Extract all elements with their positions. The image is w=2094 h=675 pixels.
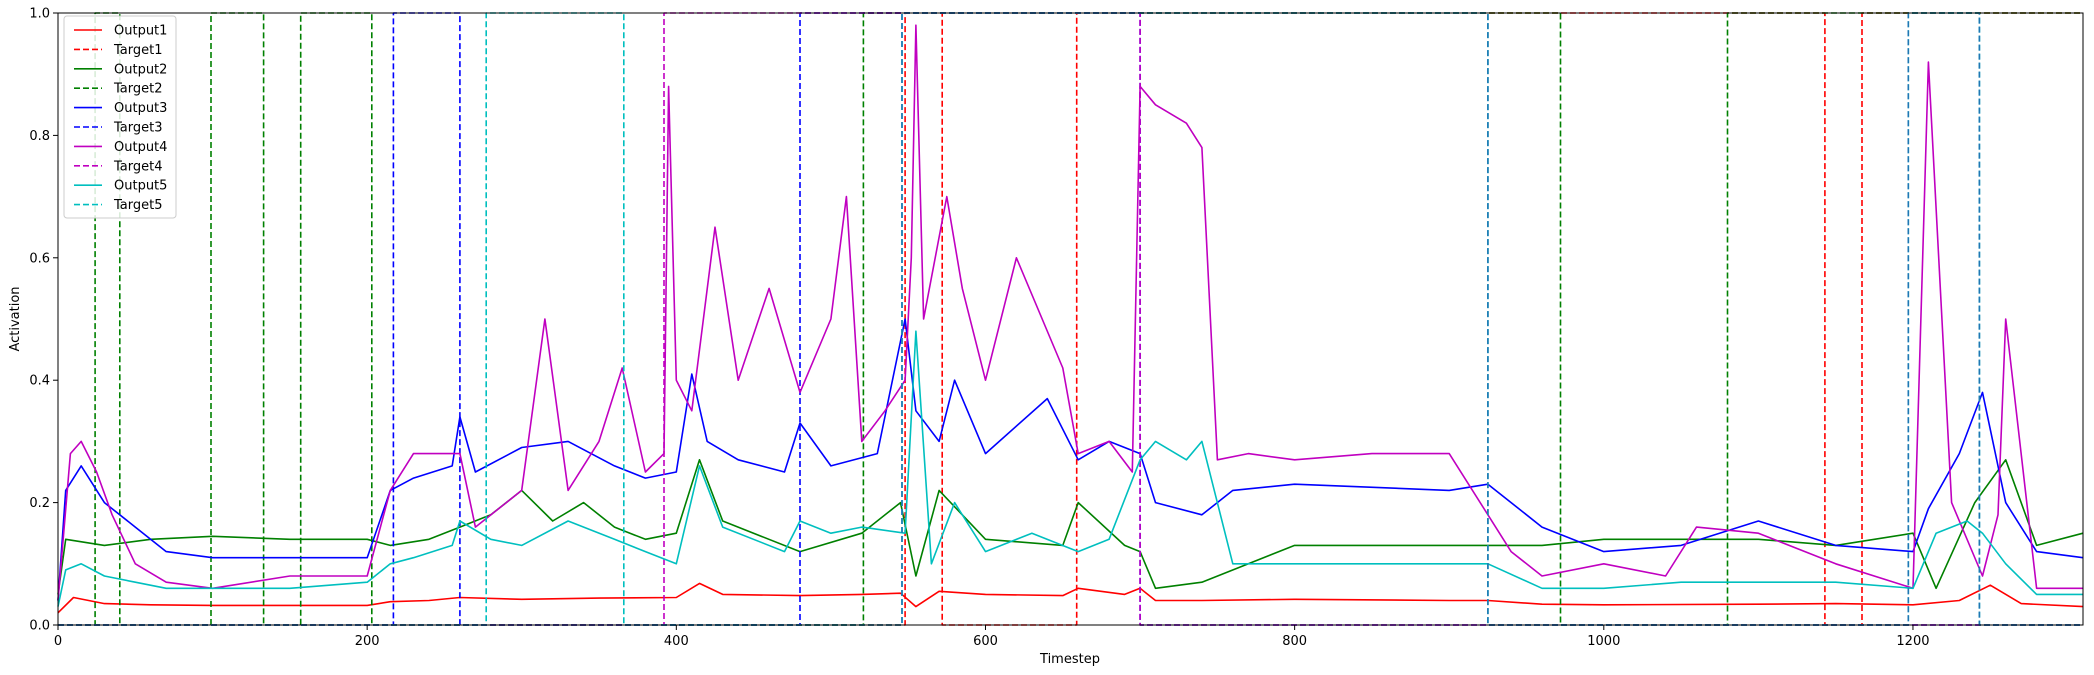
legend-label-output3: Output3 <box>114 101 167 116</box>
y-axis: 0.0 0.2 0.4 0.6 0.8 1.0 <box>29 7 58 634</box>
legend-label-target3: Target3 <box>113 121 163 136</box>
x-axis: 0 200 400 600 800 1000 1200 <box>54 625 1930 649</box>
x-tick-label: 1000 <box>1587 634 1620 649</box>
legend-label-output1: Output1 <box>114 24 167 39</box>
series-line-output3 <box>57 318 2084 601</box>
legend-label-target4: Target4 <box>113 159 163 174</box>
series-line-output1 <box>57 582 2084 614</box>
series-line-target1 <box>58 12 2083 626</box>
x-tick-label: 1200 <box>1896 634 1929 649</box>
x-tick-label: 600 <box>973 634 998 649</box>
legend-label-target2: Target2 <box>113 82 163 97</box>
y-tick-label: 0.4 <box>29 374 50 389</box>
series-line-output5 <box>57 330 2083 607</box>
x-tick-label: 800 <box>1282 634 1307 649</box>
y-axis-title: Activation <box>8 286 23 351</box>
x-tick-label: 200 <box>355 634 380 649</box>
legend-label-target5: Target5 <box>113 198 163 213</box>
plot-frame <box>57 12 2084 626</box>
legend-label-output5: Output5 <box>114 179 167 194</box>
x-tick-label: 0 <box>54 634 62 649</box>
legend-label-output4: Output4 <box>114 140 167 155</box>
y-tick-label: 0.0 <box>29 619 50 634</box>
y-tick-label: 1.0 <box>29 7 50 22</box>
legend-label-output2: Output2 <box>114 62 167 77</box>
y-tick-label: 0.8 <box>29 129 50 144</box>
series-line-output4 <box>57 24 2083 601</box>
legend-label-target1: Target1 <box>113 43 163 58</box>
x-axis-title: Timestep <box>1039 652 1100 667</box>
x-tick-label: 400 <box>664 634 689 649</box>
legend-box <box>63 15 177 219</box>
y-tick-label: 0.2 <box>29 496 50 511</box>
plot-area <box>58 13 2083 625</box>
legend: Output1 Target1 Output2 Target2 Output3 Targe… <box>63 15 177 219</box>
series-line-output2 <box>57 458 2084 595</box>
y-tick-label: 0.6 <box>29 251 50 266</box>
